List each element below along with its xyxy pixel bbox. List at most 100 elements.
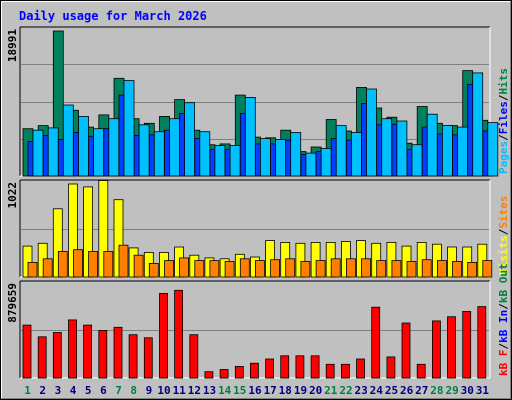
x-tick-label-day-20: 20 — [309, 384, 322, 397]
bar-kb-f-day-21 — [325, 363, 335, 379]
x-tick-label-day-2: 2 — [39, 384, 46, 397]
bar-pages-day-11 — [184, 102, 196, 177]
bar-kb-f-day-23 — [356, 358, 365, 379]
bar-sites-day-30 — [467, 261, 478, 278]
legend-separator: / — [497, 94, 510, 101]
x-tick-label-day-4: 4 — [70, 384, 77, 397]
bar-sites-day-6 — [103, 251, 114, 278]
x-tick-label-day-14: 14 — [218, 384, 232, 397]
bar-pages-day-27 — [426, 113, 438, 177]
bar-pages-day-19 — [305, 152, 317, 177]
bar-sites-day-20 — [315, 260, 326, 278]
bar-kb-f-day-11 — [174, 289, 184, 379]
bar-pages-day-15 — [244, 97, 256, 177]
bar-kb-f-day-10 — [159, 292, 168, 379]
x-tick-label-day-11: 11 — [173, 384, 187, 397]
bar-kb-f-day-19 — [295, 355, 305, 379]
legend-files: Files — [497, 101, 510, 134]
x-tick-label-day-1: 1 — [24, 384, 31, 397]
x-tick-label-day-7: 7 — [115, 384, 122, 397]
bar-sites-day-13 — [209, 260, 220, 278]
legend-kb-in: kB In — [497, 310, 510, 343]
bar-sites-day-25 — [391, 260, 402, 278]
bar-pages-day-7 — [123, 80, 135, 177]
bar-sites-day-18 — [285, 258, 296, 278]
bar-kb-f-day-24 — [371, 306, 381, 379]
bar-pages-day-6 — [108, 118, 120, 177]
bar-pages-day-1 — [32, 129, 44, 177]
bar-pages-day-18 — [290, 132, 302, 177]
bar-sites-day-11 — [179, 257, 190, 278]
chart-panels: 18991Pages/Files/Hits1022Visits/Sites879… — [6, 26, 510, 379]
series-pages — [32, 72, 499, 177]
x-tick-label-day-24: 24 — [370, 384, 384, 397]
bar-pages-day-24 — [381, 118, 393, 177]
series-sites — [27, 244, 493, 278]
legend-sites: Sites — [497, 196, 510, 229]
bar-kb-f-day-2 — [37, 336, 47, 379]
bar-kb-f-day-20 — [310, 355, 320, 379]
legend-visits: Visits — [497, 235, 510, 275]
bar-kb-f-day-31 — [477, 306, 487, 379]
bar-sites-day-27 — [421, 259, 432, 278]
bar-pages-day-21 — [335, 125, 347, 177]
bar-kb-f-day-3 — [52, 332, 62, 379]
bar-sites-day-5 — [88, 251, 98, 278]
bar-kb-f-day-12 — [189, 334, 199, 379]
bar-kb-f-day-7 — [113, 326, 123, 379]
bar-pages-day-10 — [169, 118, 180, 177]
bar-pages-day-9 — [153, 131, 165, 177]
bar-sites-day-21 — [330, 258, 341, 278]
bar-pages-day-25 — [396, 120, 408, 177]
legend-separator: / — [497, 134, 510, 141]
x-tick-label-day-3: 3 — [55, 384, 62, 397]
bar-pages-day-23 — [366, 88, 377, 177]
bar-sites-day-3 — [57, 251, 68, 278]
bar-kb-f-day-9 — [143, 337, 153, 379]
x-tick-label-day-10: 10 — [157, 384, 170, 397]
bar-sites-day-2 — [42, 258, 53, 278]
x-tick-label-day-22: 22 — [339, 384, 352, 397]
bar-visits-day-25 — [386, 241, 397, 278]
bar-pages-day-14 — [229, 145, 241, 177]
bar-visits-day-19 — [295, 242, 306, 278]
bar-pages-day-28 — [441, 125, 453, 177]
x-tick-label-day-8: 8 — [130, 384, 137, 397]
legend-separator: / — [497, 228, 510, 235]
bar-kb-f-day-25 — [386, 356, 396, 379]
bar-sites-day-12 — [194, 260, 205, 278]
x-tick-label-day-28: 28 — [430, 384, 443, 397]
legend-kb-out: kB Out — [497, 263, 510, 303]
x-tick-label-day-15: 15 — [233, 384, 246, 397]
bar-pages-day-30 — [472, 72, 484, 177]
bar-kb-f-day-22 — [340, 363, 350, 379]
bar-kb-f-day-8 — [128, 334, 138, 379]
bar-pages-day-4 — [78, 116, 89, 177]
bar-sites-day-24 — [376, 260, 387, 278]
bar-kb-f-day-29 — [447, 316, 456, 379]
bar-visits-day-1 — [22, 245, 33, 278]
panel-max-label: 18991 — [6, 29, 19, 62]
x-tick-label-day-6: 6 — [100, 384, 107, 397]
legend-separator: / — [497, 343, 510, 350]
bar-pages-day-22 — [350, 132, 362, 177]
bar-sites-day-17 — [270, 259, 281, 278]
bar-pages-day-26 — [411, 144, 423, 177]
bar-kb-f-day-13 — [204, 371, 214, 379]
bar-visits-day-5 — [83, 186, 93, 278]
bar-sites-day-29 — [452, 261, 462, 278]
bar-visits-day-3 — [52, 208, 63, 278]
bar-visits-day-7 — [113, 199, 124, 278]
bar-kb-f-day-28 — [431, 320, 441, 379]
legend-separator: / — [497, 303, 510, 310]
bar-sites-day-4 — [73, 249, 83, 278]
x-tick-label-day-17: 17 — [264, 384, 277, 397]
chart-title: Daily usage for March 2026 — [19, 9, 207, 23]
x-tick-label-day-30: 30 — [461, 384, 474, 397]
bar-sites-day-10 — [164, 260, 174, 278]
bar-kb-f-day-17 — [265, 358, 275, 379]
bar-kb-f-day-18 — [280, 355, 290, 379]
bar-visits-day-4 — [68, 183, 78, 278]
bar-pages-day-13 — [214, 145, 226, 177]
